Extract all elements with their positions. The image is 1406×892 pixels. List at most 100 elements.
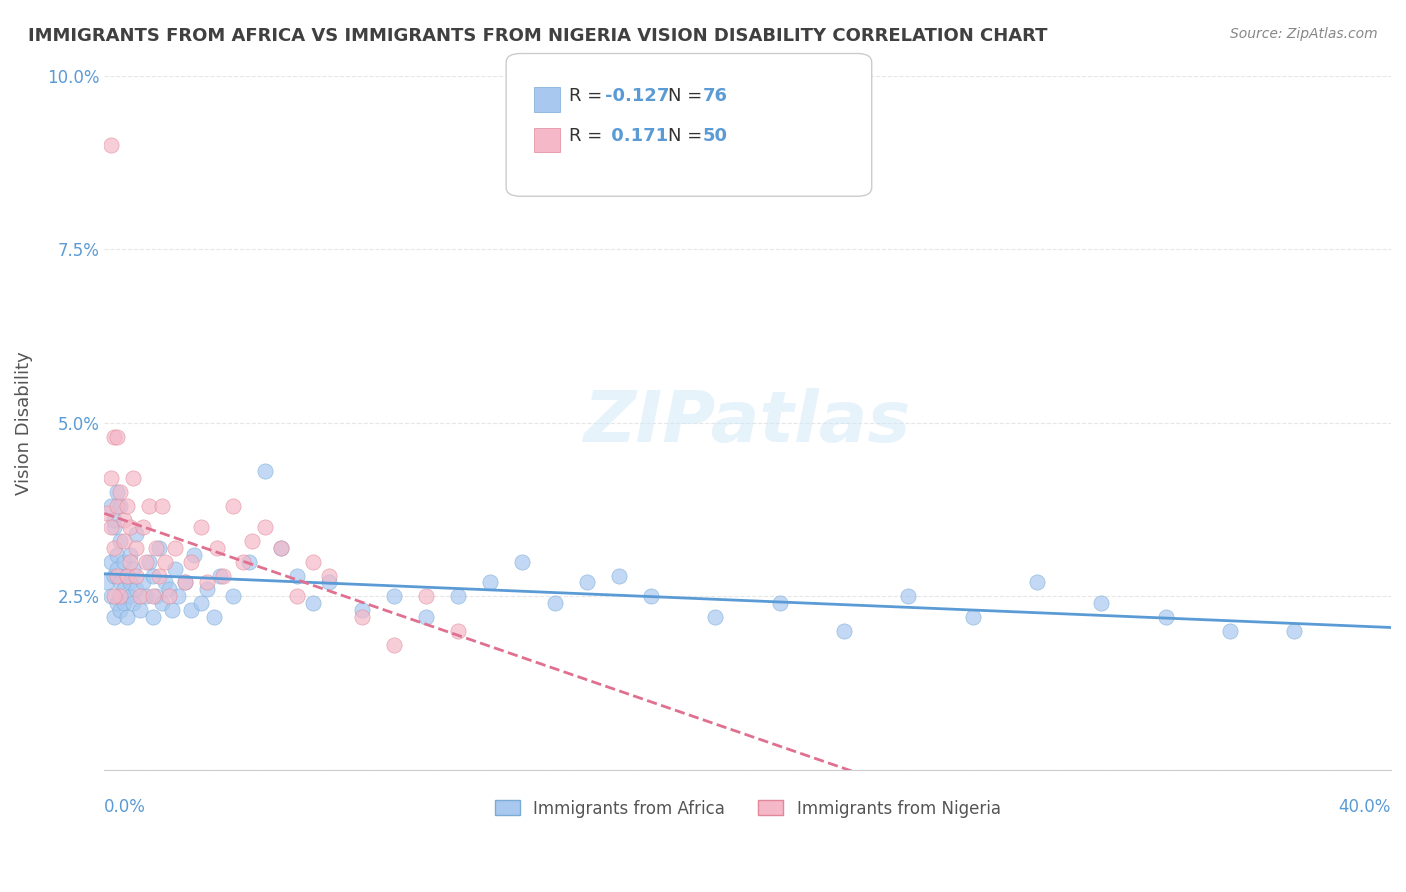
Point	[150, 499, 173, 513]
Point	[350, 603, 373, 617]
Point	[118, 520, 141, 534]
Point	[160, 603, 183, 617]
Point	[163, 541, 186, 555]
Point	[209, 568, 232, 582]
Text: N =: N =	[668, 87, 707, 105]
Point	[112, 555, 135, 569]
Text: N =: N =	[668, 127, 707, 145]
Point	[350, 610, 373, 624]
Point	[1219, 624, 1241, 639]
Point	[141, 590, 163, 604]
Point	[202, 610, 225, 624]
Point	[173, 575, 195, 590]
Point	[105, 568, 128, 582]
Point	[112, 582, 135, 597]
Point	[110, 499, 132, 513]
Point	[105, 561, 128, 575]
Point	[415, 590, 437, 604]
Point	[110, 603, 132, 617]
Point	[148, 568, 170, 582]
Point	[125, 541, 148, 555]
Text: R =: R =	[569, 87, 609, 105]
Point	[100, 138, 122, 153]
Point	[110, 575, 132, 590]
Point	[100, 590, 122, 604]
Point	[105, 485, 128, 500]
Point	[132, 575, 155, 590]
Point	[96, 575, 118, 590]
Point	[110, 590, 132, 604]
Point	[118, 575, 141, 590]
Point	[1090, 596, 1112, 610]
Point	[222, 590, 245, 604]
Point	[100, 555, 122, 569]
Point	[1026, 575, 1049, 590]
Point	[254, 464, 277, 478]
Point	[145, 541, 167, 555]
Point	[180, 555, 202, 569]
Point	[141, 568, 163, 582]
Point	[240, 533, 263, 548]
Point	[180, 603, 202, 617]
Text: 40.0%: 40.0%	[1339, 797, 1391, 816]
Point	[575, 575, 598, 590]
Point	[1154, 610, 1177, 624]
Point	[232, 555, 254, 569]
Text: 0.171: 0.171	[605, 127, 668, 145]
Point	[205, 541, 228, 555]
Point	[135, 555, 157, 569]
Point	[103, 590, 125, 604]
Text: ZIPatlas: ZIPatlas	[583, 388, 911, 458]
Point	[155, 575, 177, 590]
Point	[222, 499, 245, 513]
Point	[118, 590, 141, 604]
Point	[115, 499, 138, 513]
Point	[962, 610, 984, 624]
Point	[148, 541, 170, 555]
Point	[103, 568, 125, 582]
Point	[150, 596, 173, 610]
Point	[132, 520, 155, 534]
Point	[212, 568, 235, 582]
Text: Source: ZipAtlas.com: Source: ZipAtlas.com	[1230, 27, 1378, 41]
Point	[128, 590, 150, 604]
Point	[173, 575, 195, 590]
Point	[254, 520, 277, 534]
Point	[112, 513, 135, 527]
Point	[543, 596, 565, 610]
Point	[157, 590, 180, 604]
Point	[96, 506, 118, 520]
Point	[607, 568, 630, 582]
Point	[318, 568, 340, 582]
Point	[118, 555, 141, 569]
Point	[157, 582, 180, 597]
Text: -0.127: -0.127	[605, 87, 669, 105]
Point	[100, 520, 122, 534]
Text: IMMIGRANTS FROM AFRICA VS IMMIGRANTS FROM NIGERIA VISION DISABILITY CORRELATION : IMMIGRANTS FROM AFRICA VS IMMIGRANTS FRO…	[28, 27, 1047, 45]
Point	[190, 596, 212, 610]
Point	[195, 575, 218, 590]
Point	[302, 596, 325, 610]
Point	[318, 575, 340, 590]
Point	[190, 520, 212, 534]
Point	[112, 596, 135, 610]
Point	[155, 555, 177, 569]
Point	[118, 548, 141, 562]
Point	[138, 555, 160, 569]
Point	[704, 610, 727, 624]
Point	[447, 624, 470, 639]
Point	[141, 610, 163, 624]
Point	[100, 499, 122, 513]
Point	[125, 568, 148, 582]
Text: 76: 76	[703, 87, 728, 105]
Point	[125, 582, 148, 597]
Point	[122, 561, 145, 575]
Point	[270, 541, 292, 555]
Point	[183, 548, 205, 562]
Point	[115, 568, 138, 582]
Point	[105, 499, 128, 513]
Point	[105, 596, 128, 610]
Point	[105, 548, 128, 562]
Legend: Immigrants from Africa, Immigrants from Nigeria: Immigrants from Africa, Immigrants from …	[488, 793, 1007, 824]
Point	[115, 610, 138, 624]
